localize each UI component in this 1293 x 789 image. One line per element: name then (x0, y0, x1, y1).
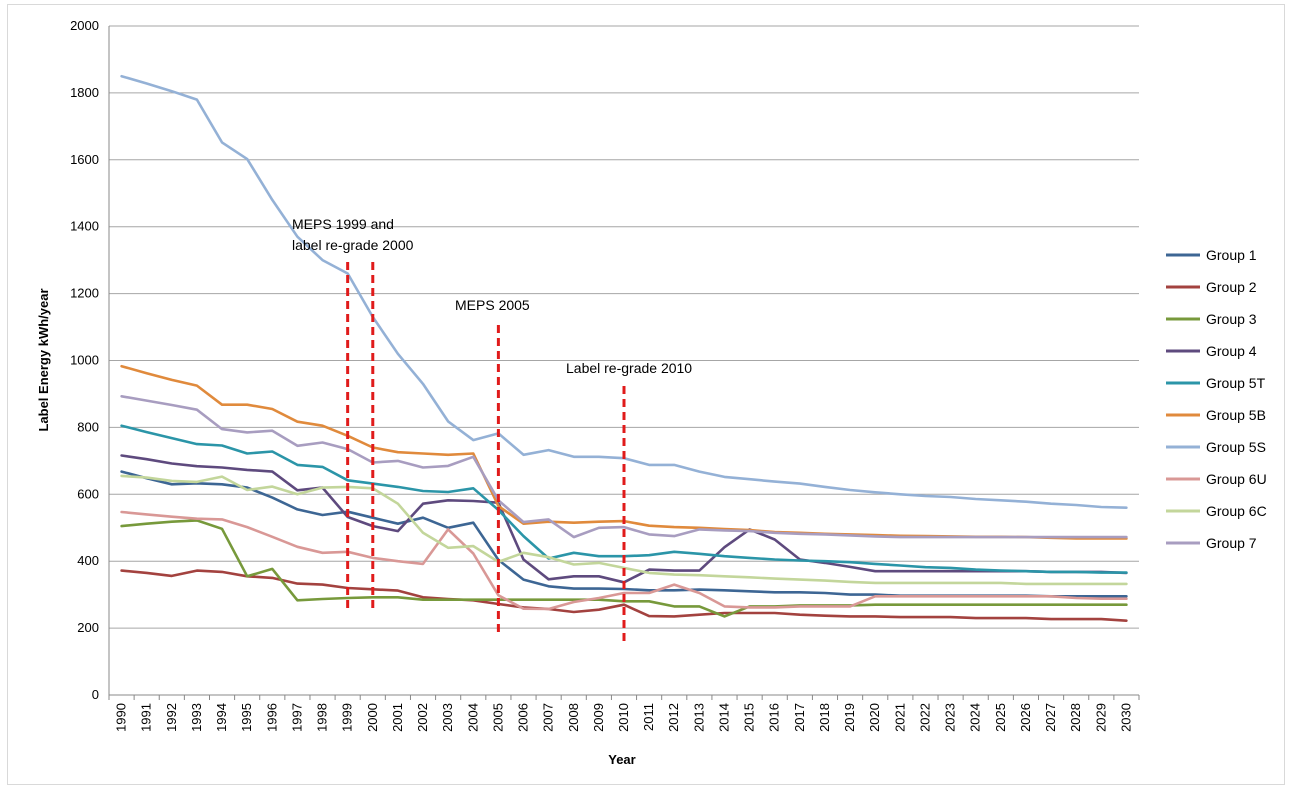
y-tick-label: 400 (77, 553, 99, 568)
x-tick-label: 2008 (566, 703, 581, 732)
x-tick-label: 2007 (541, 703, 556, 732)
gridlines (108, 25, 1139, 696)
x-tick-label: 2010 (616, 703, 631, 732)
x-tick-label: 2024 (968, 703, 983, 732)
legend-label: Group 3 (1206, 311, 1257, 327)
y-axis-ticks: 0 200 400 600 800 1000 1200 1400 1600 1800 2000 (70, 18, 99, 702)
x-tick-label: 2017 (792, 703, 807, 732)
x-tick-label: 2019 (842, 703, 857, 732)
annotation-text: Label re-grade 2010 (566, 360, 692, 376)
series-line-group-7 (120, 394, 1128, 539)
y-tick-label: 200 (77, 620, 99, 635)
legend-label: Group 5S (1206, 439, 1266, 455)
legend-label: Group 5B (1206, 407, 1266, 423)
x-tick-label: 1991 (139, 703, 154, 732)
series-lines (120, 74, 1128, 623)
series-line-group-6u (120, 510, 1128, 611)
annotation-text: label re-grade 2000 (292, 237, 414, 253)
x-tick-label: 2030 (1118, 703, 1133, 732)
annotation-text: MEPS 2005 (455, 297, 530, 313)
x-tick-label: 2022 (917, 703, 932, 732)
x-tick-label: 2027 (1043, 703, 1058, 732)
x-tick-label: 2021 (892, 703, 907, 732)
x-tick-label: 2012 (666, 703, 681, 732)
legend-label: Group 5T (1206, 375, 1266, 391)
y-tick-label: 1400 (70, 219, 99, 234)
annotation-text: MEPS 1999 and (292, 216, 394, 232)
annotation-markers (346, 262, 626, 645)
x-tick-label: 2018 (817, 703, 832, 732)
x-tick-label: 1999 (340, 703, 355, 732)
x-tick-label: 2014 (716, 703, 731, 732)
y-tick-label: 2000 (70, 18, 99, 33)
x-tick-label: 2002 (415, 703, 430, 732)
x-axis-title: Year (608, 752, 635, 767)
x-tick-label: 1994 (214, 703, 229, 732)
series-line-group-2 (120, 569, 1128, 623)
legend-label: Group 7 (1206, 535, 1257, 551)
x-tick-label: 2005 (490, 703, 505, 732)
y-tick-label: 1800 (70, 85, 99, 100)
x-tick-label: 2029 (1093, 703, 1108, 732)
x-tick-label: 2013 (691, 703, 706, 732)
legend-label: Group 4 (1206, 343, 1257, 359)
x-tick-label: 1990 (114, 703, 129, 732)
y-tick-label: 0 (92, 687, 99, 702)
x-axis-ticks: 1990 1991 1992 1993 1994 1995 1996 1997 1998 1999… (108, 695, 1140, 732)
x-tick-label: 2009 (591, 703, 606, 732)
y-tick-label: 600 (77, 486, 99, 501)
series-line-group-6c (120, 474, 1128, 586)
y-axis-title: Label Energy kWh/year (36, 288, 51, 431)
x-tick-label: 1996 (264, 703, 279, 732)
legend-label: Group 1 (1206, 247, 1257, 263)
annotations: MEPS 1999 and label re-grade 2000 MEPS 200… (292, 216, 692, 376)
y-tick-label: 1600 (70, 152, 99, 167)
x-tick-label: 2011 (641, 703, 656, 731)
x-tick-label: 1995 (239, 703, 254, 732)
x-tick-label: 1997 (289, 703, 304, 732)
x-tick-label: 2006 (516, 703, 531, 732)
x-tick-label: 2025 (993, 703, 1008, 732)
chart-frame (7, 4, 1285, 785)
x-tick-label: 2023 (943, 703, 958, 732)
x-tick-label: 1998 (315, 703, 330, 732)
y-tick-label: 1000 (70, 353, 99, 368)
legend: Group 1 Group 2 Group 3 Group 4 Group 5T Grou… (1166, 247, 1267, 551)
x-tick-label: 2026 (1018, 703, 1033, 732)
y-tick-label: 800 (77, 419, 99, 434)
x-tick-label: 2020 (867, 703, 882, 732)
x-tick-label: 1992 (164, 703, 179, 732)
x-tick-label: 1993 (189, 703, 204, 732)
x-tick-label: 2016 (767, 703, 782, 732)
legend-label: Group 6C (1206, 503, 1267, 519)
y-tick-label: 1200 (70, 286, 99, 301)
legend-label: Group 2 (1206, 279, 1257, 295)
x-tick-label: 2001 (390, 703, 405, 732)
legend-label: Group 6U (1206, 471, 1267, 487)
x-tick-label: 2015 (742, 703, 757, 732)
x-tick-label: 2000 (365, 703, 380, 732)
x-tick-label: 2004 (465, 703, 480, 732)
x-tick-label: 2003 (440, 703, 455, 732)
x-tick-label: 2028 (1068, 703, 1083, 732)
